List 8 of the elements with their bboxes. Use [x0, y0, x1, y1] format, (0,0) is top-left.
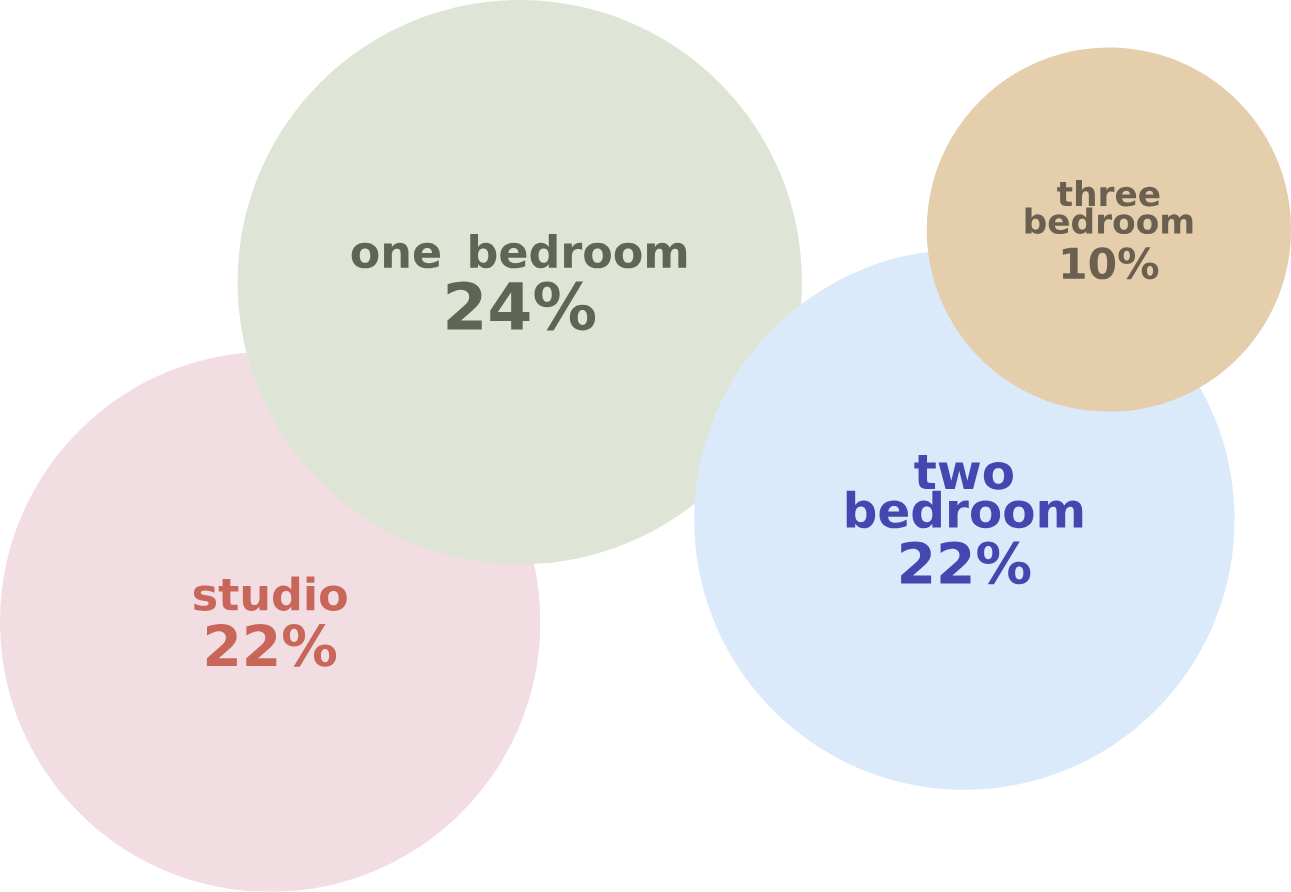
data-label: 22% [206, 624, 337, 667]
category-label: one bedroom [351, 234, 687, 269]
category-label: two bedroom [846, 455, 1083, 529]
data-label: 24% [447, 281, 596, 331]
data-label: 22% [901, 541, 1031, 585]
category-label: three bedroom [1025, 179, 1193, 235]
category-label: studio [193, 576, 347, 611]
data-label: 10% [1062, 247, 1159, 280]
